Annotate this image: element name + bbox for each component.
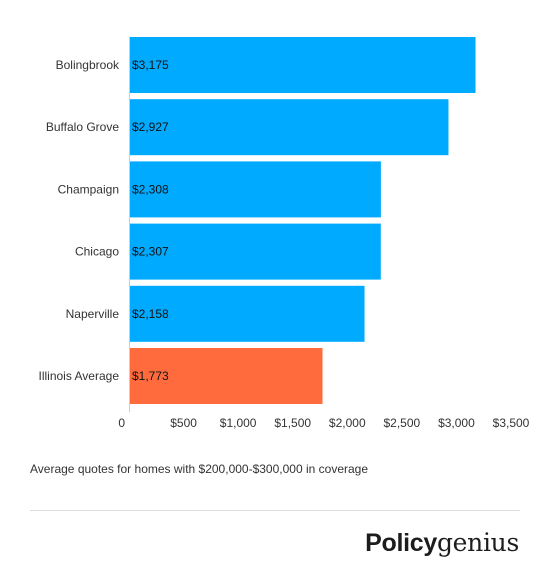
- value-label: $3,175: [132, 58, 169, 72]
- x-tick-label: $1,500: [274, 416, 311, 430]
- category-label: Illinois Average: [39, 369, 120, 383]
- policygenius-logo: Policygenius: [365, 528, 519, 558]
- x-tick-label: 0: [118, 416, 125, 430]
- category-label: Chicago: [75, 245, 119, 259]
- bar: [129, 285, 365, 342]
- value-label: $2,307: [132, 245, 169, 259]
- category-label: Bolingbrook: [56, 58, 120, 72]
- logo-word-policy: Policy: [365, 529, 437, 557]
- category-label: Naperville: [66, 307, 120, 321]
- logo-word-genius: genius: [436, 528, 519, 557]
- bar: [129, 37, 476, 93]
- bar: [129, 99, 449, 156]
- x-tick-label: $2,500: [384, 416, 421, 430]
- category-label: Champaign: [58, 182, 119, 196]
- chart-caption: Average quotes for homes with $200,000-$…: [30, 462, 369, 476]
- value-label: $2,927: [132, 120, 169, 134]
- divider: [30, 510, 520, 511]
- x-tick-label: $3,500: [493, 416, 530, 430]
- category-label: Buffalo Grove: [46, 120, 119, 134]
- value-label: $2,158: [132, 307, 169, 321]
- bar-chart: Bolingbrook $3,175 Buffalo Grove $2,927 Cham…: [39, 37, 530, 430]
- bar: [129, 161, 381, 218]
- x-tick-label: $1,000: [220, 416, 257, 430]
- bar: [129, 223, 381, 280]
- value-label: $1,773: [132, 369, 169, 383]
- x-tick-label: $500: [170, 416, 197, 430]
- x-tick-label: $3,000: [438, 416, 475, 430]
- value-label: $2,308: [132, 182, 169, 196]
- x-tick-label: $2,000: [329, 416, 366, 430]
- bar: [129, 348, 323, 404]
